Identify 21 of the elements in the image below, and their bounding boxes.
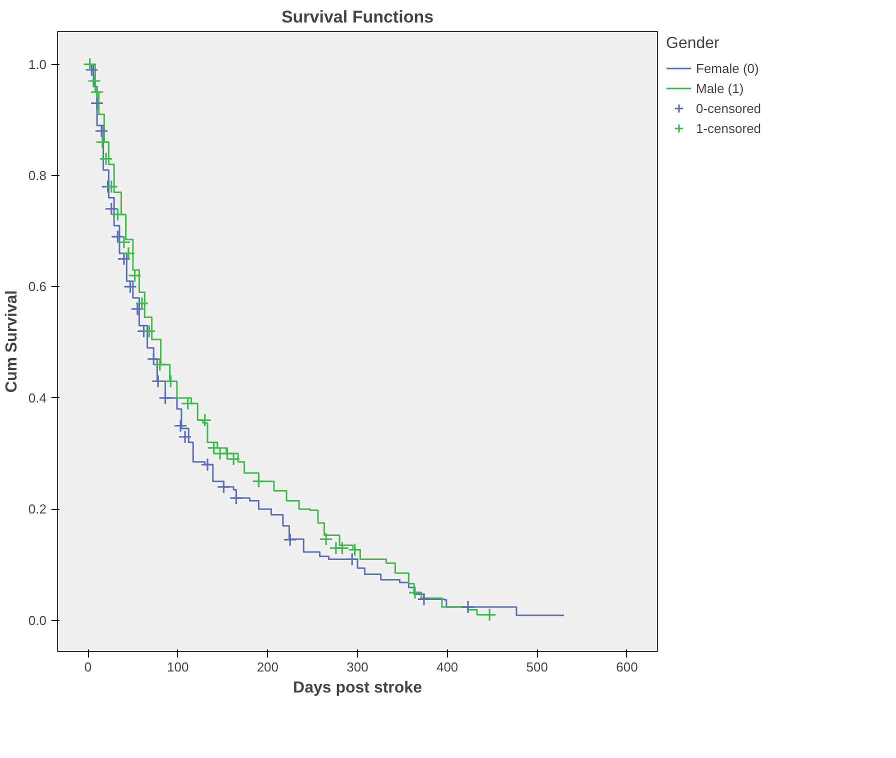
- y-tick-label: 0.4: [28, 390, 47, 406]
- legend-label: Male (1): [696, 80, 744, 96]
- y-tick-label: 0.0: [28, 612, 47, 628]
- y-tick-label: 0.2: [28, 502, 47, 517]
- x-tick-label: 500: [526, 660, 548, 674]
- chart-title: Survival Functions: [281, 8, 434, 26]
- legend-label: Female (0): [696, 60, 759, 76]
- y-tick-label: 0.6: [28, 279, 47, 294]
- x-axis-title: Days post stroke: [293, 680, 422, 696]
- x-tick-label: 0: [84, 660, 92, 674]
- x-tick-label: 100: [167, 660, 189, 674]
- x-tick-label: 200: [256, 660, 279, 674]
- legend-label: 1-censored: [696, 120, 762, 136]
- x-tick-label: 400: [436, 660, 458, 674]
- legend-label: 0-censored: [696, 100, 762, 116]
- y-tick-label: 0.8: [28, 168, 47, 184]
- y-tick-label: 1.0: [28, 56, 47, 72]
- y-axis-title: Cum Survival: [3, 290, 20, 393]
- x-tick-label: 600: [616, 660, 638, 674]
- x-tick-label: 300: [346, 660, 368, 674]
- legend-title: Gender: [666, 35, 720, 53]
